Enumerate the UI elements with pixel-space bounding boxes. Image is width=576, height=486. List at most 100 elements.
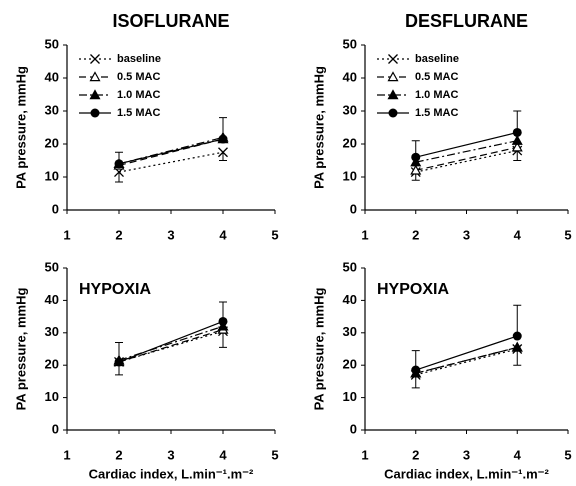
legend-label: 1.5 MAC: [415, 107, 458, 119]
y-tick-label: 40: [343, 292, 357, 307]
x-tick-label: 3: [167, 227, 174, 242]
y-tick-label: 40: [45, 69, 59, 84]
line: [118, 328, 224, 363]
y-tick-label: 20: [45, 135, 59, 150]
annotation: HYPOXIA: [377, 281, 449, 298]
y-axis-label: PA pressure, mmHg: [13, 288, 28, 411]
line: [118, 138, 224, 165]
panel-title: DESFLURANE: [405, 11, 528, 31]
line: [415, 140, 518, 163]
marker: [89, 71, 101, 82]
x-tick-label: 1: [361, 227, 368, 242]
x-tick-label: 4: [219, 447, 227, 462]
x-tick-label: 2: [412, 227, 419, 242]
x-tick-label: 5: [564, 227, 571, 242]
error-bar: [115, 172, 123, 183]
y-tick-label: 40: [343, 69, 357, 84]
y-tick-label: 10: [45, 389, 59, 404]
marker: [218, 316, 228, 326]
legend-label: baseline: [117, 53, 161, 65]
marker: [511, 341, 523, 352]
marker: [511, 134, 523, 145]
marker: [218, 147, 228, 158]
y-tick-label: 20: [45, 357, 59, 372]
marker: [89, 89, 101, 100]
error-bar: [219, 331, 227, 348]
legend-label: 0.5 MAC: [415, 71, 458, 83]
panel-title: ISOFLURANE: [113, 11, 230, 31]
x-tick-label: 1: [63, 447, 70, 462]
y-tick-label: 50: [45, 36, 59, 51]
x-tick-label: 1: [63, 227, 70, 242]
y-tick-label: 30: [343, 102, 357, 117]
marker: [114, 357, 124, 367]
line: [415, 131, 518, 158]
marker: [511, 141, 523, 152]
y-tick-label: 0: [350, 421, 357, 436]
error-bar: [513, 150, 522, 161]
marker: [218, 134, 228, 144]
y-tick-label: 0: [350, 201, 357, 216]
x-tick-label: 5: [564, 447, 571, 462]
line: [415, 150, 518, 173]
line: [415, 346, 518, 374]
y-tick-label: 10: [343, 168, 357, 183]
line: [118, 330, 224, 363]
y-tick-label: 20: [343, 135, 357, 150]
error-bar: [513, 304, 522, 337]
y-tick-label: 50: [45, 259, 59, 274]
x-tick-label: 3: [167, 447, 174, 462]
y-axis-label: PA pressure, mmHg: [311, 288, 326, 411]
error-bar: [513, 349, 522, 366]
x-tick-label: 2: [115, 447, 122, 462]
marker: [388, 108, 398, 118]
annotation: HYPOXIA: [79, 281, 151, 298]
x-tick-label: 4: [514, 447, 522, 462]
y-tick-label: 0: [52, 421, 59, 436]
x-tick-label: 4: [219, 227, 227, 242]
line: [415, 335, 518, 371]
y-axis-label: PA pressure, mmHg: [13, 66, 28, 189]
x-tick-label: 4: [514, 227, 522, 242]
y-tick-label: 40: [45, 292, 59, 307]
legend-label: baseline: [415, 53, 459, 65]
x-tick-label: 5: [271, 227, 278, 242]
y-tick-label: 20: [343, 357, 357, 372]
x-axis-label: Cardiac index, L.min⁻¹.m⁻²: [89, 466, 254, 481]
y-tick-label: 10: [343, 389, 357, 404]
y-tick-label: 30: [343, 324, 357, 339]
marker: [387, 89, 399, 100]
marker: [387, 71, 399, 82]
error-bar: [219, 152, 227, 161]
marker: [512, 127, 522, 137]
y-tick-label: 10: [45, 168, 59, 183]
marker: [90, 108, 100, 118]
marker: [512, 331, 522, 341]
y-tick-label: 50: [343, 36, 357, 51]
line: [415, 146, 518, 171]
x-tick-label: 5: [271, 447, 278, 462]
x-axis-label: Cardiac index, L.min⁻¹.m⁻²: [384, 466, 549, 481]
y-axis-label: PA pressure, mmHg: [311, 66, 326, 189]
x-tick-label: 2: [115, 227, 122, 242]
y-tick-label: 50: [343, 259, 357, 274]
x-tick-label: 1: [361, 447, 368, 462]
legend-label: 0.5 MAC: [117, 71, 160, 83]
x-tick-label: 3: [463, 447, 470, 462]
marker: [411, 365, 421, 375]
legend-label: 1.5 MAC: [117, 107, 160, 119]
marker: [90, 54, 100, 64]
line: [118, 151, 224, 173]
x-tick-label: 3: [463, 227, 470, 242]
marker: [388, 54, 398, 64]
y-tick-label: 0: [52, 201, 59, 216]
legend-label: 1.0 MAC: [117, 89, 160, 101]
line: [118, 325, 224, 361]
legend-label: 1.0 MAC: [415, 89, 458, 101]
x-tick-label: 2: [412, 447, 419, 462]
line: [118, 320, 224, 363]
y-tick-label: 30: [45, 102, 59, 117]
marker: [114, 159, 124, 169]
marker: [411, 152, 421, 162]
